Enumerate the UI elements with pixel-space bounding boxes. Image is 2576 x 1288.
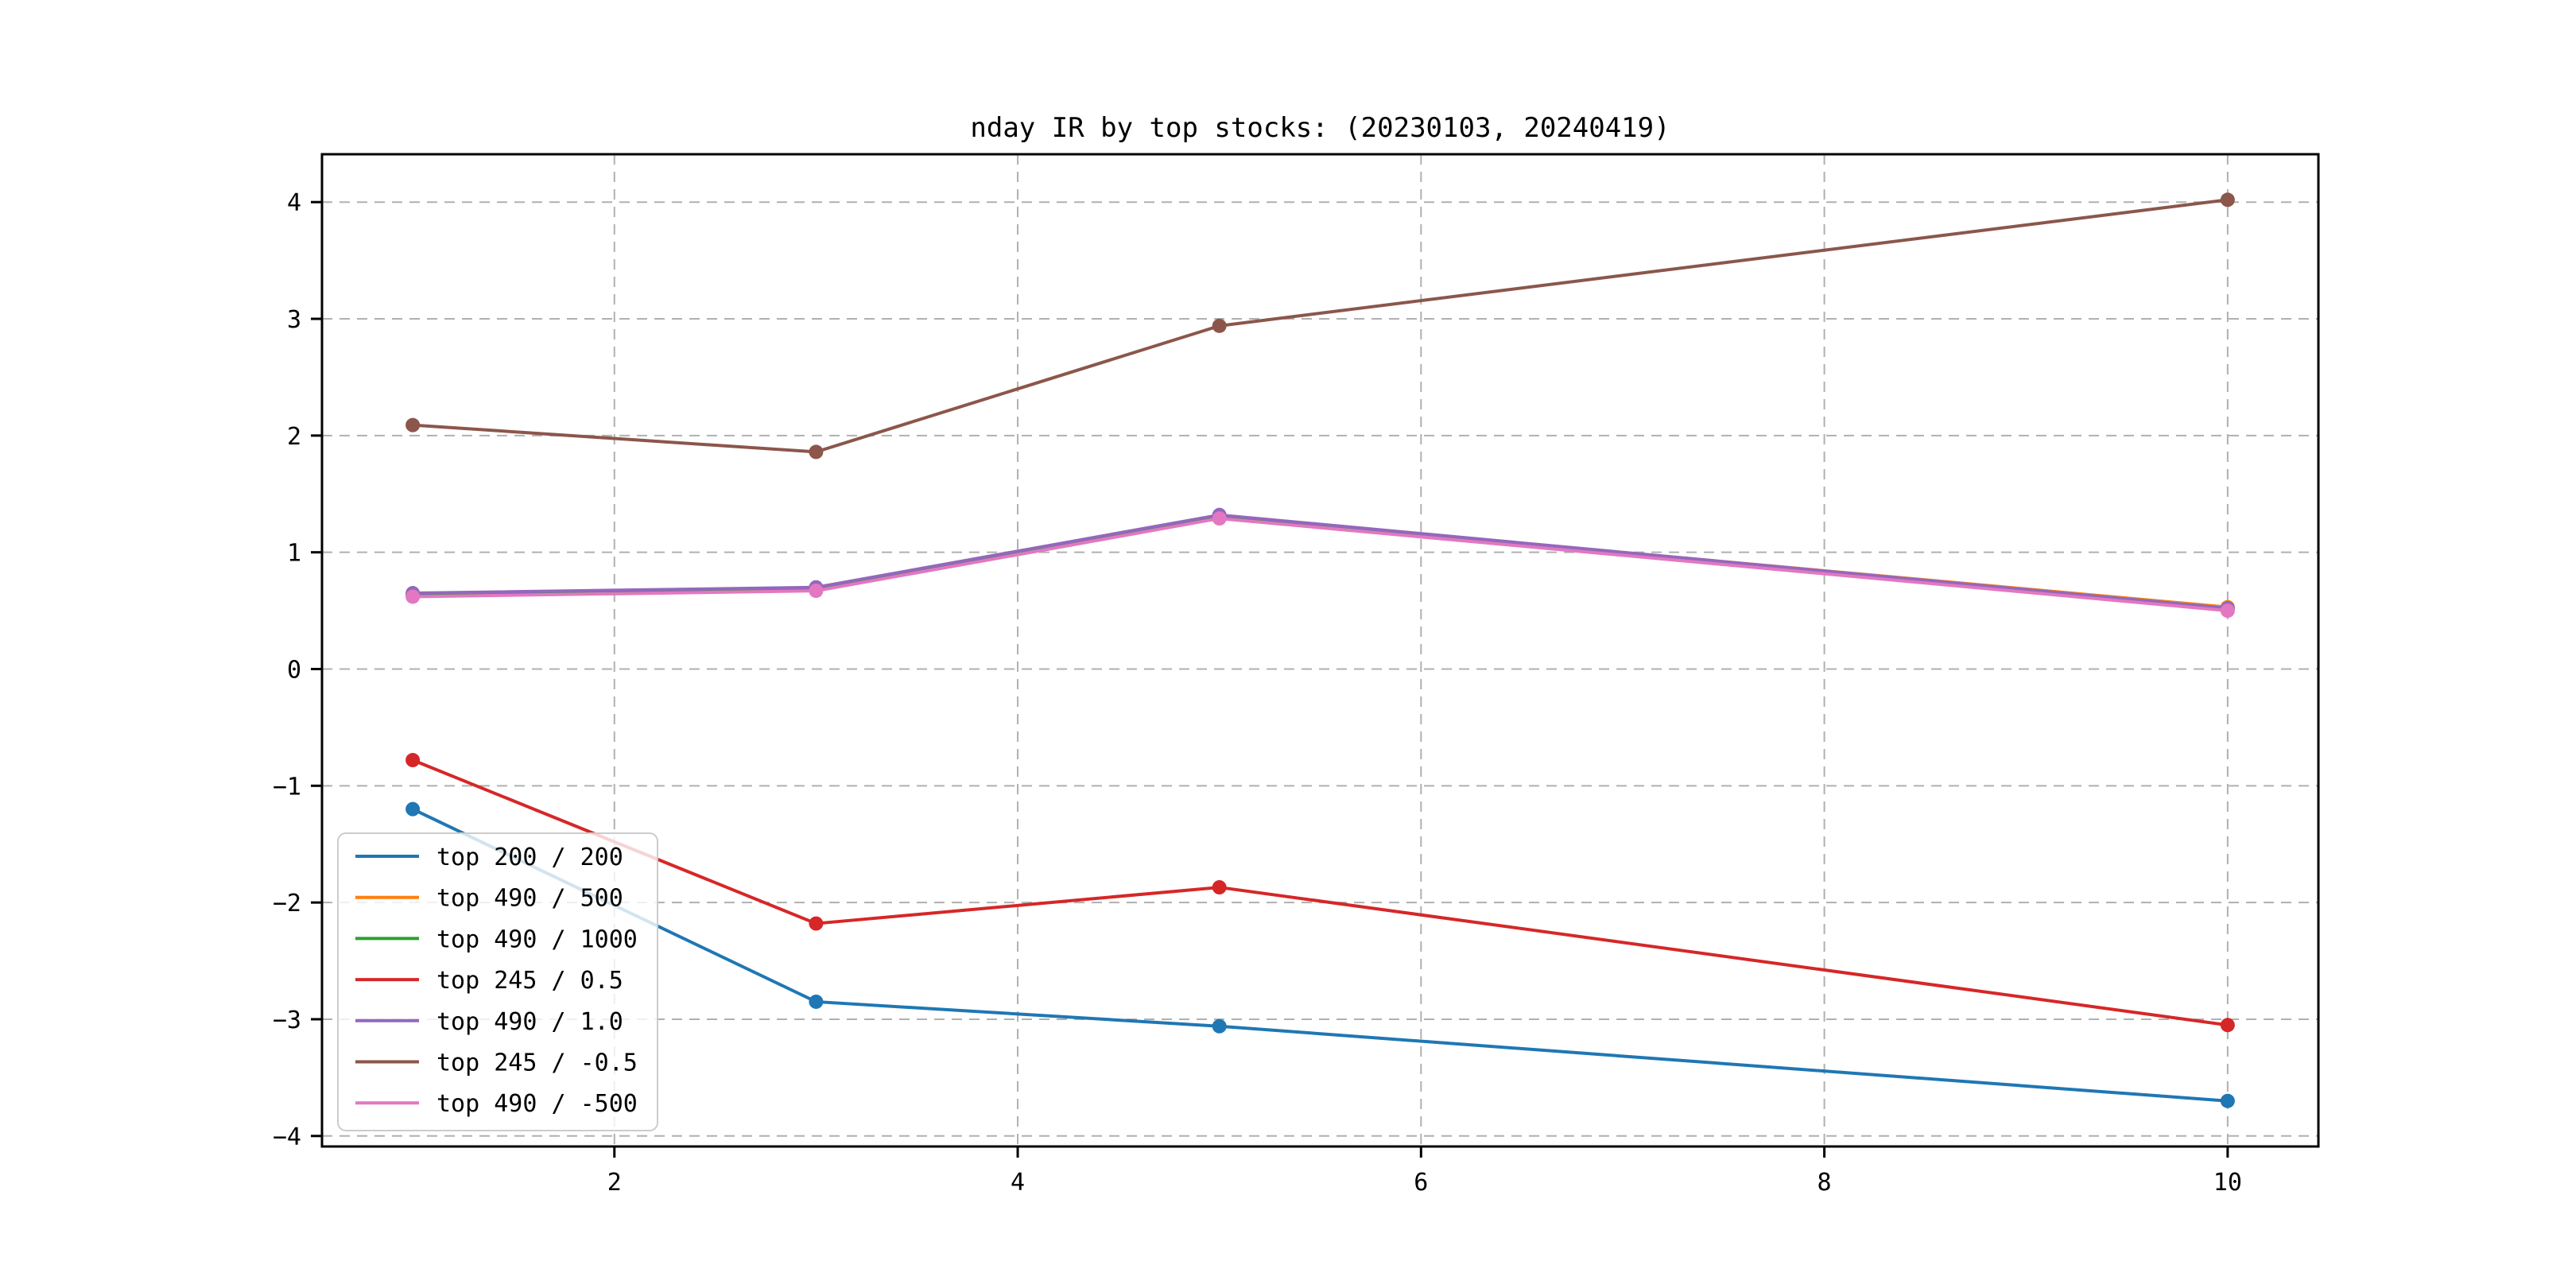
y-tick-label-3: 3	[287, 306, 301, 334]
legend-label-top-490-1-0: top 490 / 1.0	[436, 1008, 623, 1036]
y-tick-label-2: 2	[287, 423, 301, 451]
y-tick-label--2: −2	[273, 890, 301, 918]
legend-item-top-245-0-5: top 245 / 0.5	[355, 967, 623, 995]
y-tick-label-4: 4	[287, 189, 301, 217]
legend-label-top-200-200: top 200 / 200	[436, 844, 623, 871]
y-tick-label--3: −3	[273, 1007, 301, 1034]
x-tick-label-4: 4	[1011, 1169, 1025, 1197]
chart-title: nday IR by top stocks: (20230103, 202404…	[970, 112, 1670, 144]
axis-ticks: 2 4 6 8 10 −4 −3 −2 −1 0 1 2 3 4	[273, 189, 2242, 1197]
x-tick-label-10: 10	[2213, 1169, 2242, 1197]
data-point-top-245-0-5-x1	[405, 753, 421, 768]
axes-frame	[320, 153, 2320, 1148]
data-point-top-245-0-5-x5	[1212, 318, 1227, 333]
data-point-top-490-500-x10	[2220, 603, 2235, 619]
legend-label-top-490-500: top 490 / -500	[436, 1090, 638, 1118]
data-point-top-245-0-5-x10	[2220, 192, 2235, 208]
series-top-490-500	[405, 511, 2235, 619]
legend: top 200 / 200 top 490 / 500 top 490 / 1000…	[337, 832, 658, 1131]
data-point-top-200-200-x1	[405, 801, 421, 817]
x-tick-label-6: 6	[1414, 1169, 1428, 1197]
legend-item-top-200-200: top 200 / 200	[355, 844, 623, 871]
data-point-top-490-500-x3	[809, 584, 824, 599]
data-point-top-245-0-5-x5	[1212, 880, 1227, 895]
legend-item-top-490-500: top 490 / 500	[355, 885, 623, 913]
data-point-top-245-0-5-x3	[809, 916, 824, 931]
legend-item-top-490-1000: top 490 / 1000	[355, 925, 638, 953]
y-tick-label-1: 1	[287, 540, 301, 568]
data-point-top-200-200-x3	[809, 994, 824, 1009]
series-line-top-490-500	[411, 517, 2229, 613]
y-tick-label-0: 0	[287, 656, 301, 684]
legend-item-top-490-500: top 490 / -500	[355, 1090, 638, 1118]
data-point-top-245-0-5-x1	[405, 417, 421, 433]
legend-label-top-490-500: top 490 / 500	[436, 885, 623, 913]
series-line-top-490-1-0	[411, 513, 2229, 611]
legend-item-top-245-0-5: top 245 / -0.5	[355, 1049, 638, 1077]
x-tick-label-2: 2	[607, 1169, 622, 1197]
data-point-top-245-0-5-x10	[2220, 1018, 2235, 1033]
data-point-top-490-500-x5	[1212, 511, 1227, 526]
series-group	[405, 192, 2235, 1108]
legend-box	[337, 832, 658, 1131]
y-tick-label--4: −4	[273, 1123, 301, 1151]
y-tick-label--1: −1	[273, 773, 301, 801]
legend-item-top-490-1-0: top 490 / 1.0	[355, 1008, 623, 1036]
series-line-top-245-0-5	[411, 198, 2229, 454]
legend-label-top-245-0-5: top 245 / 0.5	[436, 967, 623, 995]
data-point-top-490-500-x1	[405, 589, 421, 604]
data-point-top-200-200-x5	[1212, 1018, 1227, 1034]
data-point-top-245-0-5-x3	[809, 444, 824, 460]
data-point-top-200-200-x10	[2220, 1093, 2235, 1108]
x-tick-label-8: 8	[1818, 1169, 1832, 1197]
legend-label-top-490-1000: top 490 / 1000	[436, 925, 638, 953]
series-top-245-0-5	[405, 192, 2235, 460]
legend-label-top-245-0-5: top 245 / -0.5	[436, 1049, 638, 1077]
